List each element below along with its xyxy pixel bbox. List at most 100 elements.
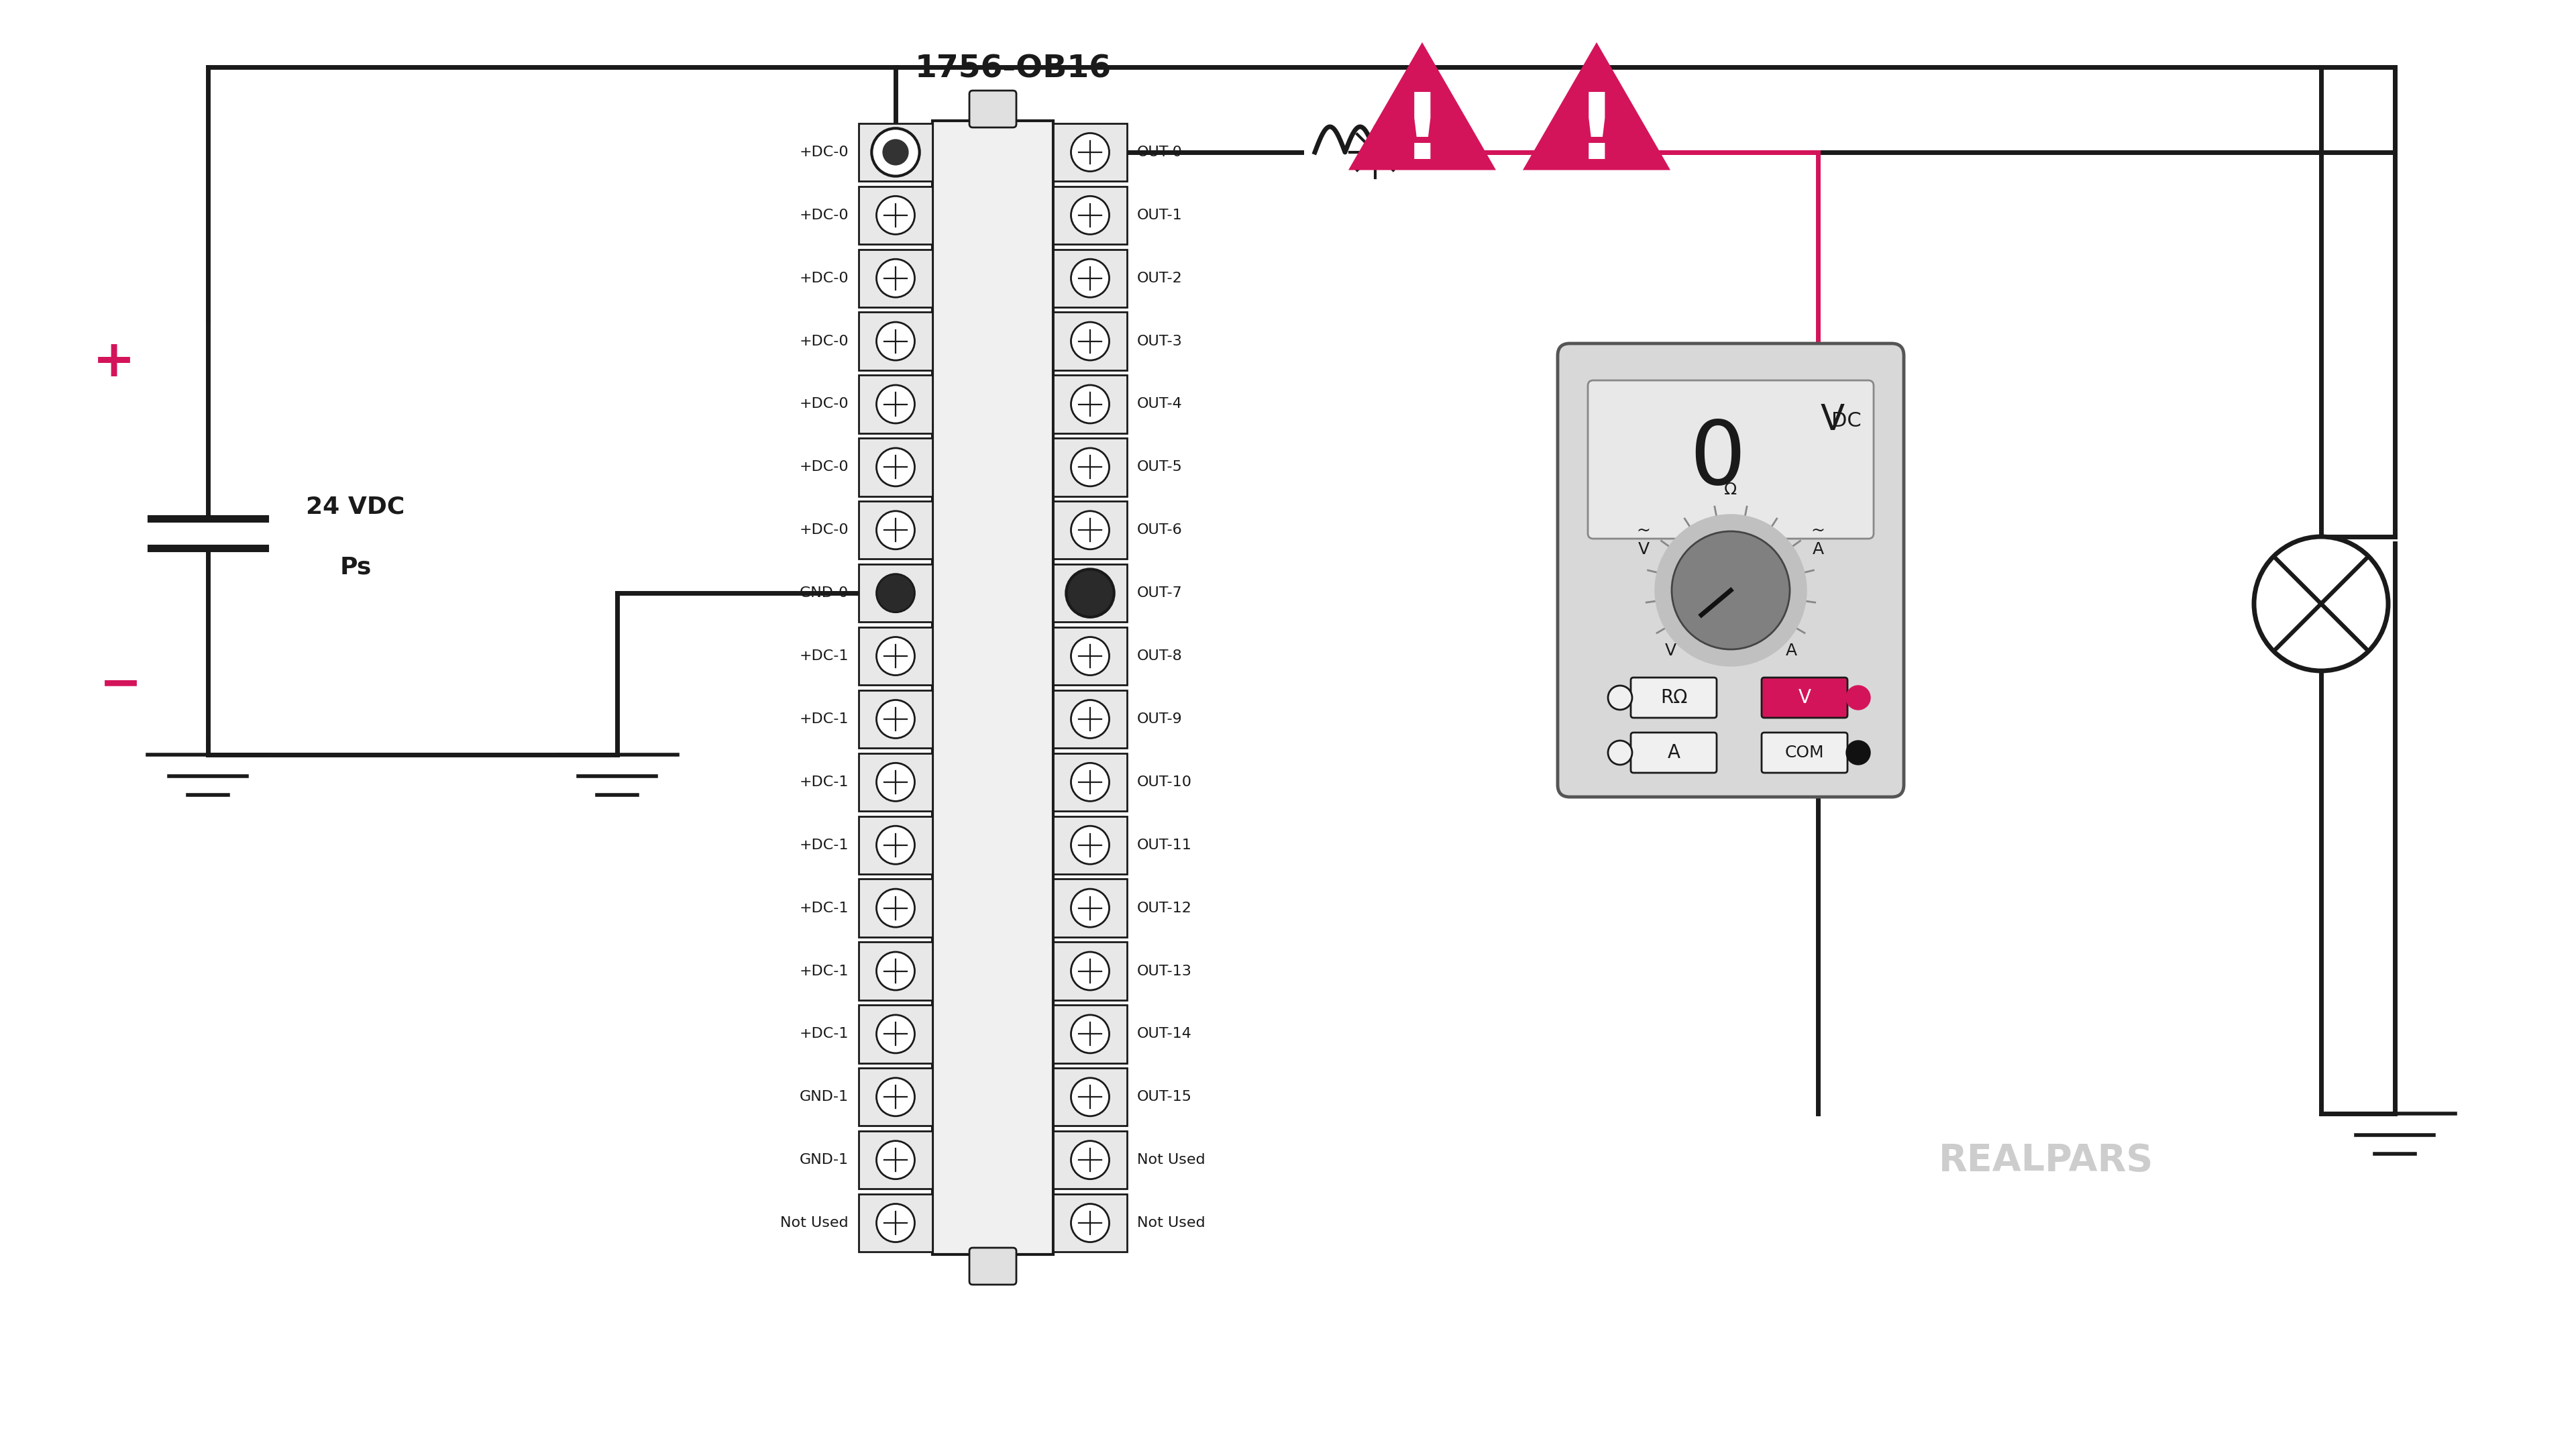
Bar <box>858 627 933 685</box>
Bar <box>1054 438 1128 496</box>
Circle shape <box>1072 1078 1110 1116</box>
Text: OUT-11: OUT-11 <box>1136 839 1193 852</box>
FancyBboxPatch shape <box>1558 343 1904 797</box>
Bar <box>858 501 933 559</box>
Text: 24 VDC: 24 VDC <box>307 496 404 517</box>
Circle shape <box>1072 952 1110 990</box>
Circle shape <box>876 888 914 927</box>
FancyBboxPatch shape <box>1631 733 1716 772</box>
Text: OUT-9: OUT-9 <box>1136 713 1182 726</box>
Text: ~
V: ~ V <box>1636 523 1651 558</box>
Circle shape <box>2254 536 2388 671</box>
Circle shape <box>876 574 914 613</box>
Text: +DC-0: +DC-0 <box>799 523 848 536</box>
Text: Not Used: Not Used <box>1136 1153 1206 1166</box>
Bar <box>858 816 933 874</box>
Bar <box>1054 564 1128 622</box>
FancyBboxPatch shape <box>1762 733 1847 772</box>
Circle shape <box>1072 1204 1110 1242</box>
Text: GND-1: GND-1 <box>799 1153 848 1166</box>
Text: A: A <box>1785 643 1798 659</box>
Text: RΩ: RΩ <box>1659 688 1687 707</box>
Bar <box>858 1194 933 1252</box>
Text: V: V <box>1664 643 1677 659</box>
Bar <box>858 375 933 433</box>
Bar <box>858 1068 933 1126</box>
Text: V: V <box>1821 403 1844 438</box>
Text: +DC-0: +DC-0 <box>799 335 848 348</box>
Circle shape <box>876 1140 914 1179</box>
Bar <box>858 564 933 622</box>
Text: +DC-0: +DC-0 <box>799 209 848 222</box>
Bar <box>858 880 933 938</box>
Circle shape <box>1072 574 1110 613</box>
Circle shape <box>876 764 914 801</box>
Bar <box>858 942 933 1000</box>
Text: V: V <box>1798 688 1811 707</box>
Circle shape <box>871 129 920 177</box>
Text: DC: DC <box>1832 412 1862 430</box>
Circle shape <box>876 196 914 235</box>
Bar <box>1054 187 1128 245</box>
Bar <box>1054 1006 1128 1064</box>
Polygon shape <box>1347 42 1497 170</box>
Text: OUT-3: OUT-3 <box>1136 335 1182 348</box>
Circle shape <box>1072 511 1110 549</box>
Circle shape <box>1847 740 1870 765</box>
Bar <box>858 123 933 181</box>
Circle shape <box>1072 133 1110 171</box>
Text: OUT-6: OUT-6 <box>1136 523 1182 536</box>
Text: +DC-1: +DC-1 <box>799 901 848 914</box>
Bar <box>1054 312 1128 369</box>
Bar <box>1054 1132 1128 1190</box>
Bar <box>1054 690 1128 748</box>
Text: 0: 0 <box>1690 417 1747 503</box>
Bar <box>1054 627 1128 685</box>
Circle shape <box>1072 322 1110 361</box>
Text: +DC-0: +DC-0 <box>799 271 848 285</box>
Circle shape <box>1072 826 1110 864</box>
Circle shape <box>1654 514 1806 667</box>
Bar <box>858 249 933 307</box>
Circle shape <box>1072 1014 1110 1053</box>
Circle shape <box>876 322 914 361</box>
Circle shape <box>1072 196 1110 235</box>
Text: +DC-0: +DC-0 <box>799 145 848 159</box>
Bar <box>858 1132 933 1190</box>
Text: GND-0: GND-0 <box>799 587 848 600</box>
Text: +DC-0: +DC-0 <box>799 397 848 412</box>
Circle shape <box>876 952 914 990</box>
Circle shape <box>1072 448 1110 487</box>
Circle shape <box>876 259 914 297</box>
Circle shape <box>876 385 914 423</box>
Circle shape <box>876 1078 914 1116</box>
Bar <box>858 312 933 369</box>
Text: A: A <box>1667 743 1680 762</box>
Text: OUT-5: OUT-5 <box>1136 461 1182 474</box>
Text: OUT-13: OUT-13 <box>1136 965 1193 978</box>
Text: !: ! <box>1577 90 1618 178</box>
Text: ~
A: ~ A <box>1811 523 1824 558</box>
Bar <box>1054 249 1128 307</box>
Circle shape <box>876 133 914 171</box>
Text: +DC-0: +DC-0 <box>799 461 848 474</box>
Bar <box>1054 1194 1128 1252</box>
Text: +DC-1: +DC-1 <box>799 839 848 852</box>
Polygon shape <box>1522 42 1669 170</box>
Bar <box>858 690 933 748</box>
Text: REALPARS: REALPARS <box>1940 1142 2154 1178</box>
Text: OUT-12: OUT-12 <box>1136 901 1193 914</box>
Bar <box>933 120 1054 1255</box>
Text: +DC-1: +DC-1 <box>799 1027 848 1040</box>
Circle shape <box>876 638 914 675</box>
Text: OUT-7: OUT-7 <box>1136 587 1182 600</box>
Circle shape <box>1072 700 1110 738</box>
Circle shape <box>1072 259 1110 297</box>
Circle shape <box>1672 532 1790 649</box>
Text: Ω: Ω <box>1723 481 1736 498</box>
Circle shape <box>1072 385 1110 423</box>
Text: OUT-2: OUT-2 <box>1136 271 1182 285</box>
Circle shape <box>876 1014 914 1053</box>
Text: +DC-1: +DC-1 <box>799 775 848 788</box>
Text: Not Used: Not Used <box>1136 1216 1206 1230</box>
